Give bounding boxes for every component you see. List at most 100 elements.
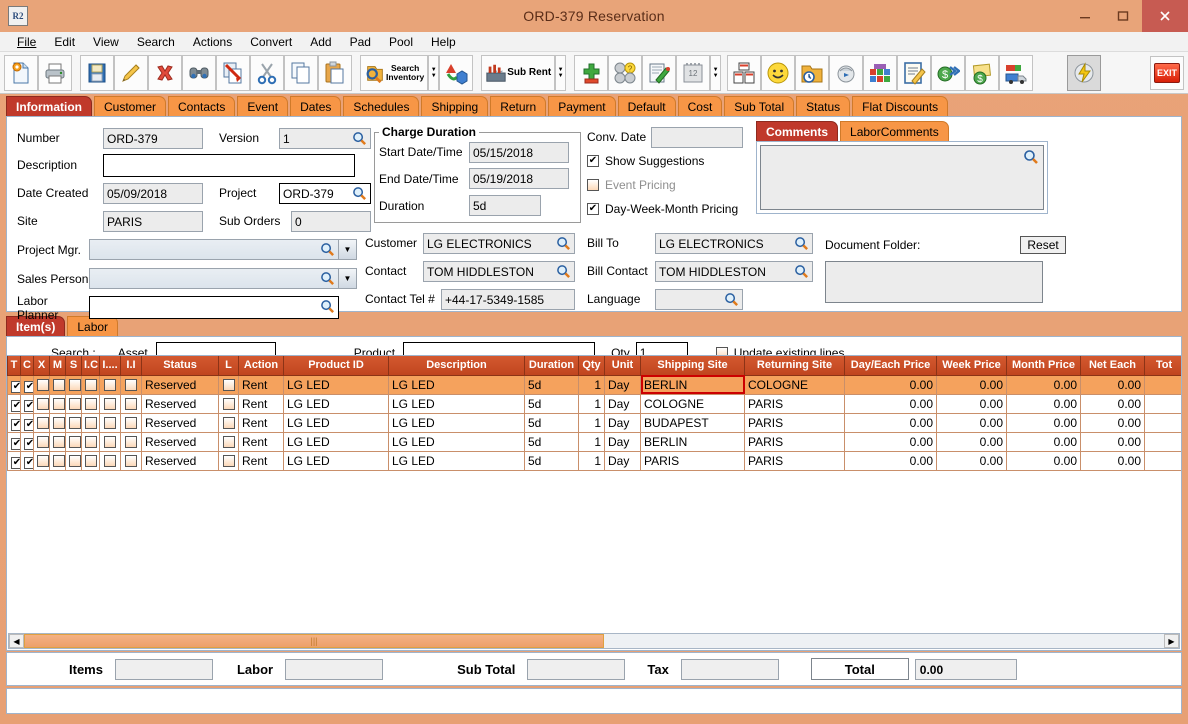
cell-c[interactable]: ✔ — [20, 393, 34, 414]
sales-person-field[interactable] — [89, 268, 339, 289]
cell-m[interactable] — [49, 431, 66, 452]
cell-ii[interactable] — [120, 450, 142, 471]
sign-document-icon[interactable] — [216, 54, 250, 91]
project-mgr-search-icon[interactable] — [320, 242, 335, 257]
cell-l[interactable] — [218, 374, 239, 395]
cell-shipping_site[interactable]: PARIS — [640, 450, 745, 471]
notepad-edit-icon[interactable] — [897, 54, 932, 91]
cell-shipping_site[interactable]: BERLIN — [640, 431, 745, 452]
contact-field[interactable]: TOM HIDDLESTON — [423, 260, 575, 282]
start-date-field[interactable]: 05/15/2018 — [469, 141, 569, 163]
exit-button[interactable]: EXIT — [1150, 55, 1184, 90]
sub-orders-field[interactable]: 0 — [291, 210, 371, 232]
cell-unit[interactable]: Day — [604, 431, 641, 452]
cell-ii[interactable] — [120, 393, 142, 414]
col-header-ic[interactable]: I.C — [81, 356, 100, 376]
col-header-status[interactable]: Status — [141, 356, 219, 376]
invoice-money-icon[interactable]: $ — [965, 54, 1000, 91]
row-checkbox-i[interactable] — [104, 454, 116, 467]
row-checkbox-c[interactable]: ✔ — [24, 419, 33, 431]
cell-description[interactable]: LG LED — [388, 412, 525, 433]
row-checkbox-i[interactable] — [104, 416, 116, 429]
cell-ic[interactable] — [81, 374, 100, 395]
cell-ii[interactable] — [120, 431, 142, 452]
cell-unit[interactable]: Day — [604, 393, 641, 414]
col-header-month_price[interactable]: Month Price — [1006, 356, 1081, 376]
notepad-pencil-icon[interactable] — [642, 54, 677, 91]
smiley-icon[interactable] — [761, 54, 796, 91]
col-header-day_each_price[interactable]: Day/Each Price — [844, 356, 937, 376]
menu-pad[interactable]: Pad — [349, 34, 371, 49]
money-transfer-icon[interactable]: $ — [931, 54, 966, 91]
table-row[interactable]: ✔ ✔ Reserved Rent LG LED LG LED 5d 1 Day PARIS PAR… — [7, 450, 1181, 471]
row-checkbox-ii[interactable] — [125, 454, 137, 467]
cell-month_price[interactable]: 0.00 — [1006, 431, 1081, 452]
tab-information[interactable]: Information — [6, 96, 92, 116]
version-field[interactable]: 1 — [279, 127, 371, 149]
mouse-icon[interactable] — [829, 54, 864, 91]
cell-month_price[interactable]: 0.00 — [1006, 450, 1081, 471]
cell-ii[interactable] — [120, 412, 142, 433]
minimize-button[interactable] — [1066, 0, 1104, 32]
cell-duration[interactable]: 5d — [524, 450, 579, 471]
customer-search-icon[interactable] — [556, 236, 571, 251]
cell-week_price[interactable]: 0.00 — [936, 393, 1007, 414]
row-checkbox-t[interactable]: ✔ — [11, 400, 20, 412]
edit-pencil-icon[interactable] — [114, 54, 148, 91]
row-checkbox-ic[interactable] — [85, 416, 97, 429]
cell-returning_site[interactable]: COLOGNE — [744, 374, 845, 395]
cell-day_each_price[interactable]: 0.00 — [844, 431, 937, 452]
bill-to-search-icon[interactable] — [794, 236, 809, 251]
scroll-right-arrow[interactable]: ▶ — [1164, 634, 1179, 648]
copy-icon[interactable] — [284, 54, 318, 91]
row-checkbox-x[interactable] — [37, 454, 49, 467]
comments-textarea[interactable] — [760, 145, 1044, 210]
total-button[interactable]: Total — [810, 658, 909, 680]
row-checkbox-ic[interactable] — [85, 378, 97, 391]
col-header-description[interactable]: Description — [388, 356, 525, 376]
cell-s[interactable] — [65, 431, 82, 452]
row-checkbox-c[interactable]: ✔ — [24, 438, 33, 450]
bill-contact-field[interactable]: TOM HIDDLESTON — [655, 260, 813, 282]
cell-s[interactable] — [65, 393, 82, 414]
language-field[interactable] — [655, 288, 743, 310]
menu-convert[interactable]: Convert — [250, 34, 293, 49]
folder-clock-icon[interactable] — [795, 54, 830, 91]
cell-c[interactable]: ✔ — [20, 374, 34, 395]
add-plus-minus-icon[interactable] — [574, 54, 609, 91]
cell-x[interactable] — [33, 374, 50, 395]
cell-total[interactable] — [1144, 431, 1181, 452]
shapes-3d-icon[interactable] — [439, 54, 474, 91]
tab-flat-discounts[interactable]: Flat Discounts — [852, 96, 949, 116]
scroll-left-arrow[interactable]: ◀ — [9, 634, 24, 648]
print-icon[interactable] — [38, 54, 72, 91]
table-row[interactable]: ✔ ✔ Reserved Rent LG LED LG LED 5d 1 Day BUDAPEST… — [7, 412, 1181, 433]
tab-sub-total[interactable]: Sub Total — [724, 96, 795, 116]
row-checkbox-ii[interactable] — [125, 435, 137, 448]
cell-l[interactable] — [218, 412, 239, 433]
row-checkbox-x[interactable] — [37, 378, 49, 391]
row-checkbox-s[interactable] — [69, 454, 81, 467]
tab-default[interactable]: Default — [617, 96, 676, 116]
cell-total[interactable] — [1144, 412, 1181, 433]
row-checkbox-c[interactable]: ✔ — [24, 400, 33, 412]
col-header-l[interactable]: L — [218, 356, 239, 376]
cell-description[interactable]: LG LED — [388, 374, 525, 395]
menu-view[interactable]: View — [93, 34, 119, 49]
row-checkbox-s[interactable] — [69, 397, 81, 410]
row-checkbox-i[interactable] — [104, 397, 116, 410]
row-checkbox-i[interactable] — [104, 435, 116, 448]
cell-status[interactable]: Reserved — [141, 450, 219, 471]
cell-returning_site[interactable]: PARIS — [744, 393, 845, 414]
cell-t[interactable]: ✔ — [7, 431, 21, 452]
row-checkbox-m[interactable] — [53, 397, 65, 410]
cell-s[interactable] — [65, 374, 82, 395]
row-checkbox-x[interactable] — [37, 435, 49, 448]
row-checkbox-ii[interactable] — [125, 378, 137, 391]
cell-qty[interactable]: 1 — [578, 393, 605, 414]
tab-payment[interactable]: Payment — [548, 96, 616, 116]
database-cubes-icon[interactable] — [863, 54, 898, 91]
version-search-icon[interactable] — [352, 131, 367, 146]
cell-product_id[interactable]: LG LED — [283, 412, 389, 433]
col-header-s[interactable]: S — [65, 356, 82, 376]
